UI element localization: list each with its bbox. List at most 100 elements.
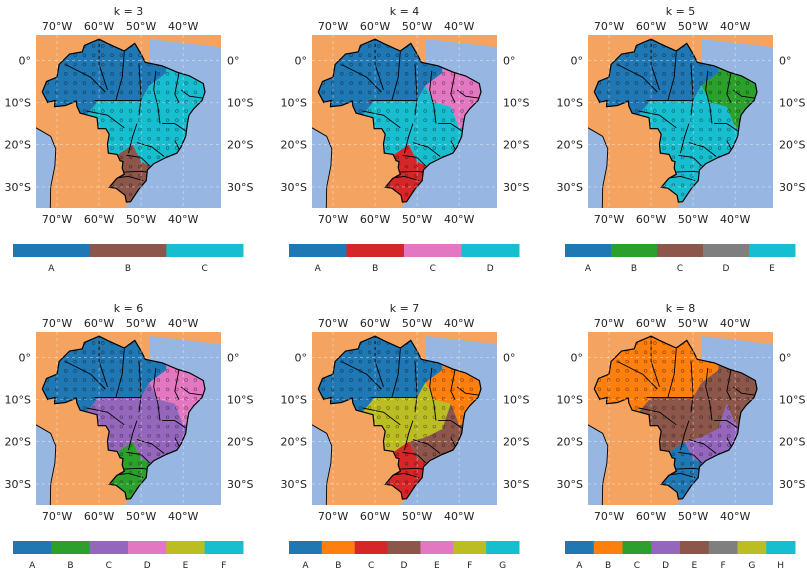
station-point [708,424,713,429]
state-border [174,369,180,400]
lon-tick-label: 70°W [318,213,348,226]
station-point [386,137,390,141]
station-point [64,369,68,373]
station-point [625,53,629,57]
station-point [680,109,685,113]
station-point [165,443,170,447]
lon-tick-label: 70°W [42,213,72,226]
station-point [680,350,685,354]
station-point [110,359,114,364]
station-point [110,350,114,354]
station-point [616,99,620,104]
lon-tick-label: 40°W [168,213,198,226]
state-border [128,420,138,451]
legend-swatch [166,541,206,554]
legend-swatch [321,541,356,554]
station-point [680,406,685,410]
station-point [441,90,446,95]
station-point [165,109,170,113]
station-point [616,378,620,382]
legend-swatch [387,541,421,554]
lat-tick-label: 0° [503,351,516,364]
station-point [653,341,657,345]
station-point [184,406,188,410]
station-point [451,434,455,438]
lat-tick-label: 10°S [227,97,253,110]
station-point [138,387,142,392]
station-point [377,109,381,113]
station-point [82,396,87,401]
station-point [386,359,390,364]
station-point [414,164,418,169]
station-point [54,378,59,382]
station-point [184,396,188,401]
station-point [432,424,437,429]
state-border [162,123,188,133]
state-border [124,170,148,173]
station-point [597,387,602,392]
station-point [404,369,409,373]
station-point [101,350,105,354]
station-point [423,118,427,122]
station-point [165,81,170,85]
state-border [86,407,125,426]
station-point [653,378,657,382]
legend-swatch [486,541,520,554]
state-border [153,70,161,124]
station-point [138,90,142,95]
station-point [91,53,96,57]
station-point [193,99,198,104]
station-point [340,90,344,95]
station-point [349,90,353,95]
state-border [680,123,690,154]
station-point [367,44,372,48]
station-point [680,443,685,447]
station-point [321,387,326,392]
station-point [101,341,105,345]
station-point [73,72,77,76]
state-border [128,123,138,154]
legend-swatch [13,244,91,257]
station-point [662,90,666,95]
station-point [680,480,685,484]
lat-tick-label: 0° [295,351,308,364]
lat-tick-label: 30°S [227,181,253,194]
station-point [91,359,96,364]
station-point [745,396,750,401]
station-point [377,62,381,67]
station-point [404,359,409,364]
station-point [690,164,694,169]
lat-tick-label: 20°S [227,436,253,449]
panel-title: k = 6 [114,302,144,315]
lat-tick-label: 10°S [281,394,307,407]
station-point [330,81,335,85]
brazil-outline [41,335,206,500]
lon-tick-label: 50°W [402,317,432,330]
station-point [634,378,639,382]
station-point [680,192,685,197]
station-point [330,378,335,382]
station-point [662,443,666,447]
station-point [165,72,170,76]
station-point [680,90,685,95]
station-point [736,396,740,401]
station-point [441,424,446,429]
station-point [432,146,437,150]
station-point [616,387,620,392]
station-point [625,81,629,85]
station-point [147,90,151,95]
lat-tick-label: 0° [779,54,792,67]
station-point [717,72,722,76]
station-point [358,90,363,95]
station-point [64,359,68,364]
lat-tick-label: 0° [571,351,584,364]
station-point [653,387,657,392]
station-point [616,369,620,373]
station-point [175,406,179,410]
station-point [699,434,703,438]
station-point [643,341,648,345]
station-point [717,415,722,419]
station-point [616,62,620,67]
station-point [156,127,161,132]
legend-label: D [723,264,730,274]
